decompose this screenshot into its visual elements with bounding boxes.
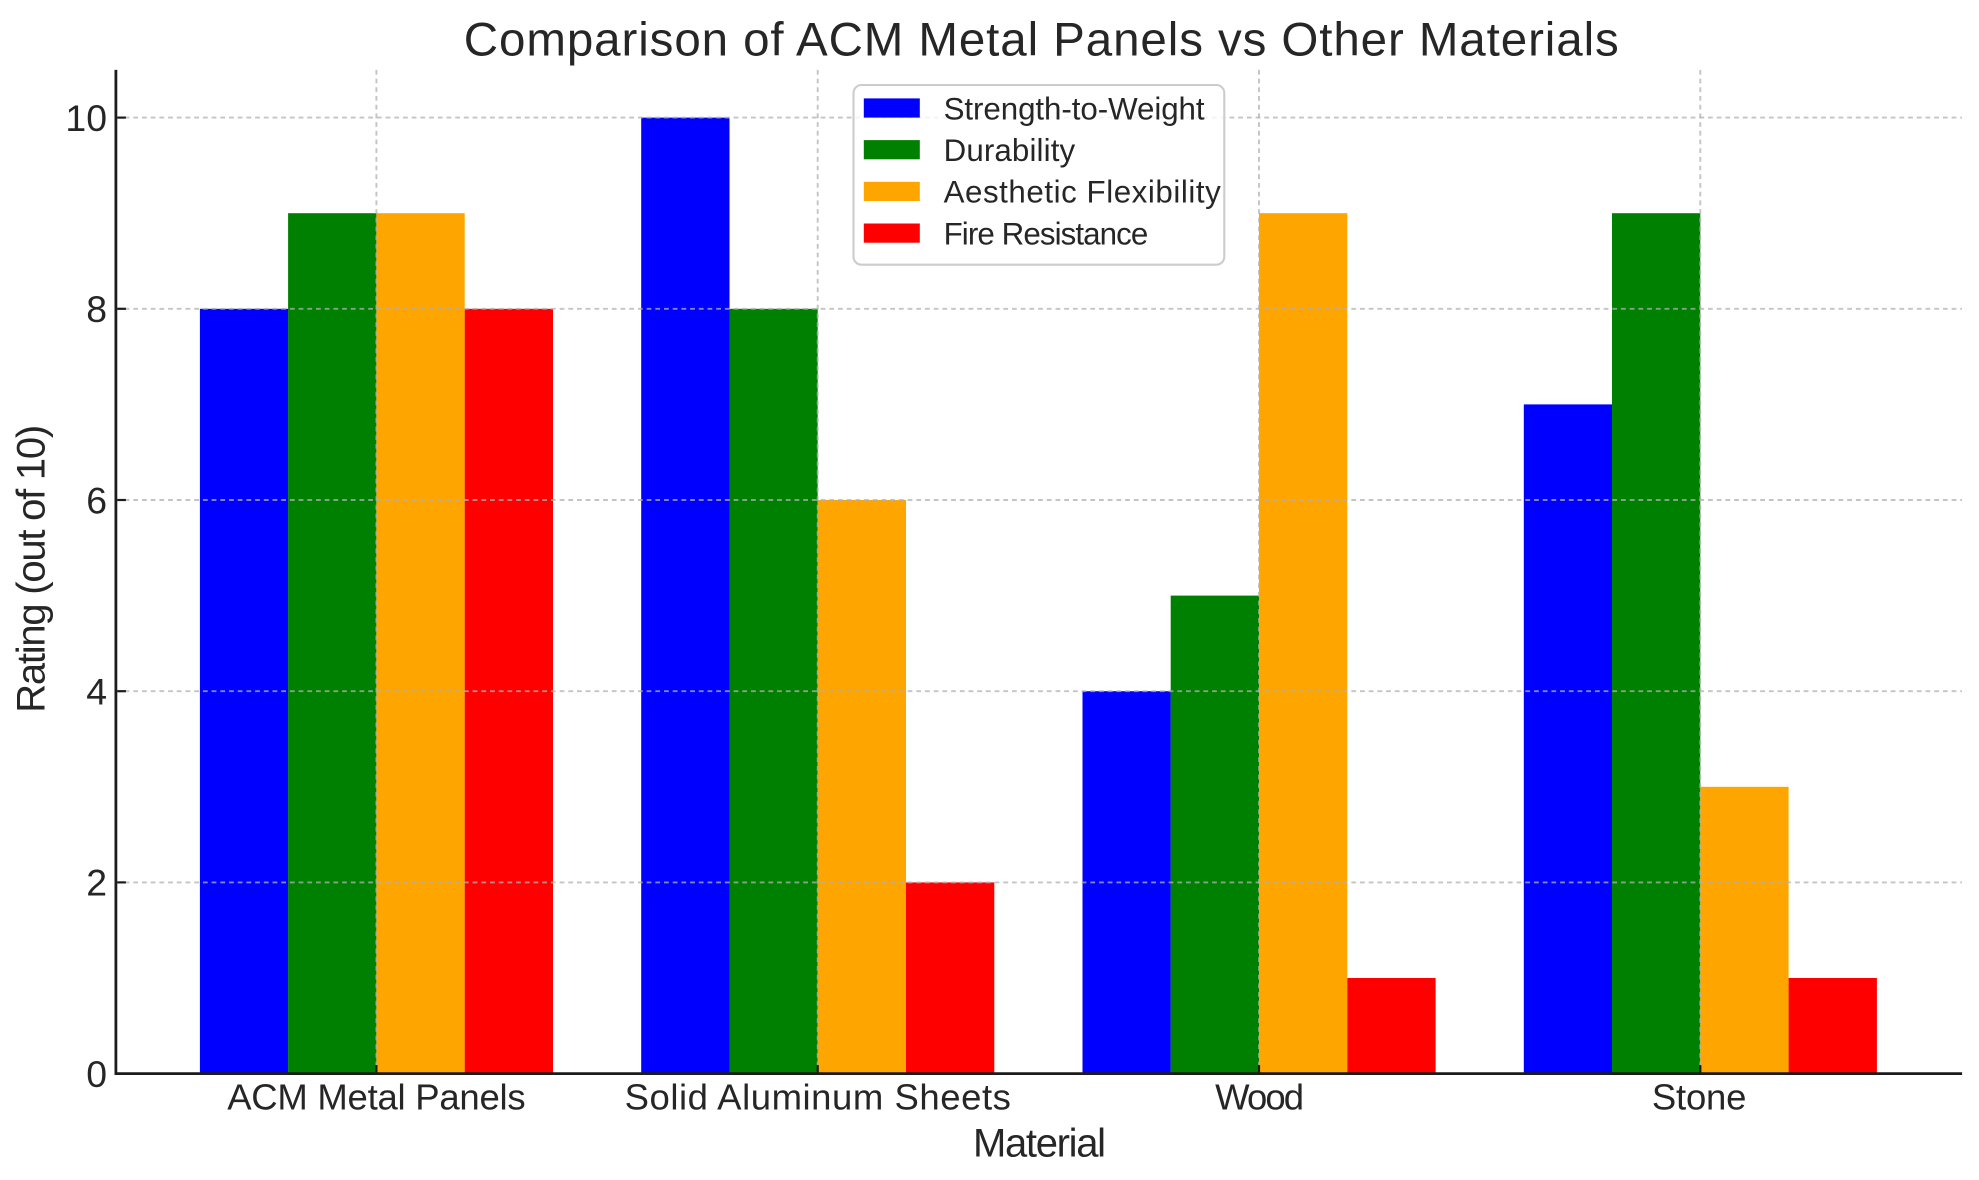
svg-text:6: 6 (86, 479, 107, 521)
svg-text:0: 0 (86, 1053, 107, 1095)
svg-text:Fire Resistance: Fire Resistance (944, 216, 1149, 251)
svg-text:Strength-to-Weight: Strength-to-Weight (944, 91, 1205, 126)
svg-text:Material: Material (973, 1122, 1106, 1166)
svg-text:Rating (out of 10): Rating (out of 10) (10, 425, 54, 713)
svg-text:2: 2 (86, 862, 107, 904)
svg-text:8: 8 (86, 288, 107, 330)
svg-text:Comparison of ACM Metal Panels: Comparison of ACM Metal Panels vs Other … (464, 13, 1619, 66)
svg-text:Durability: Durability (944, 133, 1076, 168)
svg-text:Solid Aluminum Sheets: Solid Aluminum Sheets (625, 1077, 1011, 1118)
svg-text:ACM Metal Panels: ACM Metal Panels (227, 1077, 525, 1118)
svg-text:10: 10 (65, 97, 107, 139)
svg-text:Wood: Wood (1215, 1077, 1304, 1118)
svg-text:Stone: Stone (1652, 1077, 1747, 1118)
svg-text:Aesthetic Flexibility: Aesthetic Flexibility (944, 175, 1222, 210)
svg-text:4: 4 (86, 671, 107, 713)
